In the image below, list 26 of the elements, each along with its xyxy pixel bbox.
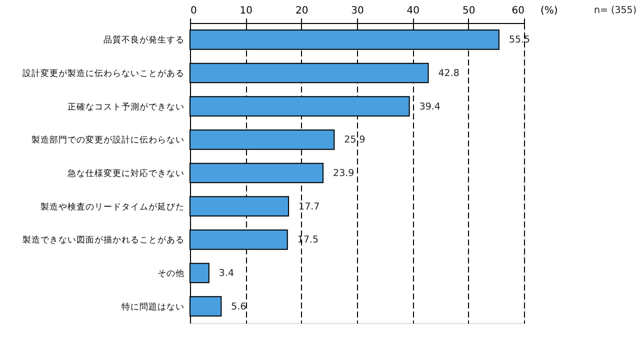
x-tick-label: 10 [240, 6, 253, 16]
x-tick-label: 50 [462, 6, 476, 16]
data-label: 42.8 [438, 68, 460, 79]
data-label: 25.9 [344, 134, 366, 146]
x-tick-label: 40 [406, 6, 420, 16]
x-tick-label: 0 [190, 6, 197, 16]
y-tick-label: 製造や検査のリードタイムが延びた [40, 201, 184, 212]
y-tick-label: 正確なコスト予測ができない [68, 101, 184, 112]
y-tick-label: 品質不良が発生する [104, 34, 184, 46]
data-label: 23.9 [333, 168, 354, 179]
y-tick-label: 設計変更が製造に伝わらないことがある [22, 68, 184, 79]
y-tick-label: 製造部門での変更が設計に伝わらない [32, 134, 184, 146]
data-label: 5.6 [231, 301, 246, 312]
data-label: 39.4 [419, 101, 440, 112]
y-tick-label: 特に問題はない [122, 301, 184, 312]
data-label: 17.5 [297, 234, 319, 246]
x-tick-label: 20 [295, 6, 308, 16]
y-tick-label: 急な仕様変更に対応できない [66, 168, 184, 179]
y-tick-label: その他 [158, 268, 184, 279]
x-tick-label: 60 [512, 6, 524, 16]
x-tick-label: 30 [351, 6, 364, 16]
data-label: 3.4 [218, 268, 234, 279]
text: n= (355) [594, 5, 637, 16]
x-axis-title: (%) [540, 6, 558, 16]
data-label: 55.5 [508, 34, 530, 46]
y-tick-label: 製造できない図面が描かれることがある [22, 234, 184, 246]
